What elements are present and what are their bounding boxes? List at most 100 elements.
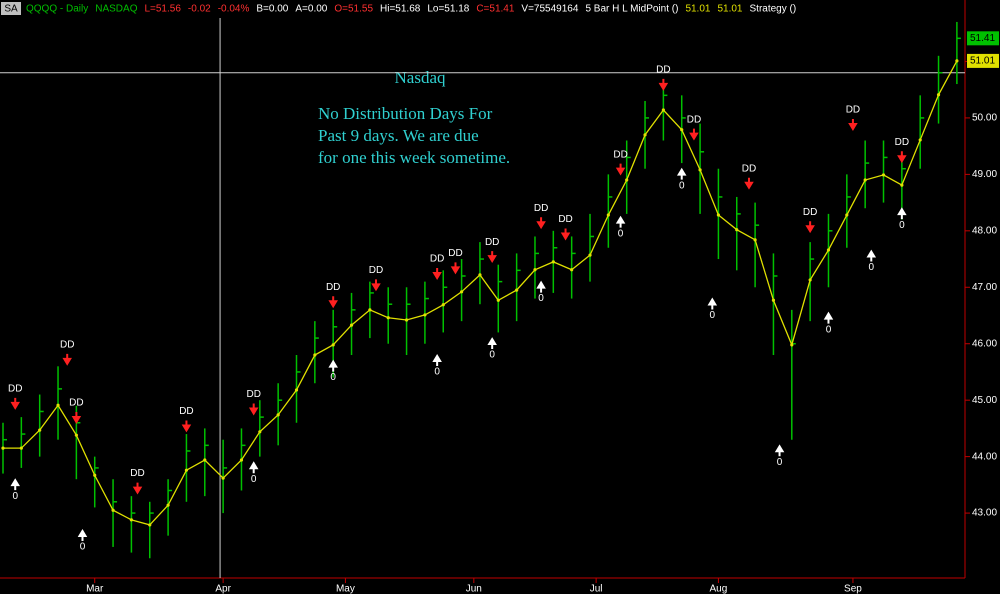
midpoint-dot: [716, 213, 721, 217]
midpoint-dot: [643, 133, 647, 137]
midpoint-dot: [661, 108, 665, 112]
badge-box: [1, 2, 21, 15]
up-arrow: [615, 215, 626, 228]
midpoint-dot: [203, 458, 207, 462]
up-arrow: [897, 207, 907, 220]
midpoint-dot: [845, 213, 849, 217]
dd-label: DD: [179, 406, 193, 417]
header-item: Strategy (): [750, 4, 797, 15]
up-arrow: [432, 354, 442, 366]
up-arrow: [707, 297, 718, 310]
midpoint-dot: [93, 473, 97, 477]
price-tag-label: 51.41: [970, 33, 995, 44]
x-tick-label: Jul: [590, 584, 603, 594]
midpoint-dot: [606, 213, 610, 217]
note-line: for one this week sometime.: [318, 148, 510, 167]
x-tick-label: Sep: [844, 584, 862, 594]
down-arrow: [10, 397, 20, 410]
zero-label: 0: [777, 457, 783, 468]
up-arrow: [536, 280, 546, 293]
midpoint-dot: [625, 178, 629, 182]
up-arrow: [328, 359, 338, 372]
down-arrow: [371, 279, 381, 292]
dd-label: DD: [130, 468, 144, 479]
midpoint-dot: [900, 183, 904, 187]
dd-label: DD: [846, 105, 860, 116]
header-item: Hi=51.68: [380, 4, 421, 15]
y-tick-label: 47.00: [972, 282, 997, 293]
down-arrow: [848, 119, 858, 131]
header-item: Lo=51.18: [427, 4, 469, 15]
down-arrow: [487, 251, 497, 264]
down-arrow: [744, 177, 754, 190]
midpoint-dot: [459, 290, 464, 294]
up-arrow: [774, 444, 785, 457]
zero-label: 0: [826, 324, 832, 335]
price-tag: [967, 31, 999, 46]
header-item: -0.04%: [218, 4, 250, 15]
zero-label: 0: [330, 372, 336, 383]
dd-label: DD: [8, 384, 22, 395]
midpoint-dot: [239, 458, 244, 462]
zero-label: 0: [618, 228, 624, 239]
up-arrow: [487, 337, 497, 350]
dd-label: DD: [895, 137, 909, 148]
midpoint-dot: [735, 228, 739, 232]
y-tick-label: 49.00: [972, 169, 997, 180]
midpoint-dot: [386, 316, 390, 320]
dd-label: DD: [687, 114, 701, 125]
midpoint-dot: [111, 508, 115, 512]
midpoint-dot: [551, 260, 555, 264]
header-item: NASDAQ: [95, 4, 137, 15]
zero-label: 0: [538, 293, 544, 304]
down-arrow: [689, 128, 699, 141]
y-tick-label: 43.00: [972, 508, 997, 519]
dd-label: DD: [326, 282, 340, 293]
up-arrow: [77, 529, 88, 541]
up-arrow: [248, 461, 259, 474]
midpoint-dot: [19, 446, 23, 450]
dd-label: DD: [60, 339, 74, 350]
midpoint-dot: [258, 430, 262, 434]
y-tick-label: 46.00: [972, 338, 997, 349]
down-arrow: [805, 221, 815, 234]
midpoint-dot: [313, 353, 317, 357]
dd-label: DD: [803, 207, 817, 218]
header-item: 51.01: [717, 4, 742, 15]
price-tag: [967, 53, 999, 68]
midpoint-dot: [936, 93, 941, 97]
midpoint-dot: [881, 173, 886, 177]
midpoint-dot: [478, 273, 482, 277]
up-arrow: [676, 167, 687, 180]
down-arrow: [71, 412, 82, 424]
midpoint-dot: [331, 343, 335, 347]
zero-label: 0: [679, 180, 685, 191]
dd-label: DD: [534, 203, 548, 214]
down-arrow: [132, 482, 143, 495]
y-tick-label: 50.00: [972, 113, 997, 124]
chart-title: Nasdaq: [395, 68, 446, 87]
note-line: Past 9 days. We are due: [318, 126, 479, 145]
midpoint-dot: [863, 178, 867, 182]
header-item: 51.01: [685, 4, 710, 15]
x-tick-label: Aug: [710, 584, 728, 594]
down-arrow: [450, 262, 461, 275]
midpoint-dot: [808, 278, 812, 282]
midpoint-dot: [56, 403, 60, 407]
midpoint-dot: [148, 523, 152, 527]
down-arrow: [615, 163, 626, 176]
midpoint-dot: [404, 318, 409, 322]
dd-label: DD: [742, 163, 756, 174]
midpoint-dot: [955, 59, 959, 63]
midpoint-dot: [74, 433, 78, 437]
zero-label: 0: [868, 262, 874, 273]
price-tag-label: 51.01: [970, 56, 995, 67]
midpoint-dot: [368, 308, 372, 312]
midpoint-dot: [166, 503, 170, 507]
dd-label: DD: [430, 254, 444, 265]
down-arrow: [181, 420, 192, 433]
y-tick-label: 48.00: [972, 225, 997, 236]
x-tick-label: May: [336, 584, 355, 594]
